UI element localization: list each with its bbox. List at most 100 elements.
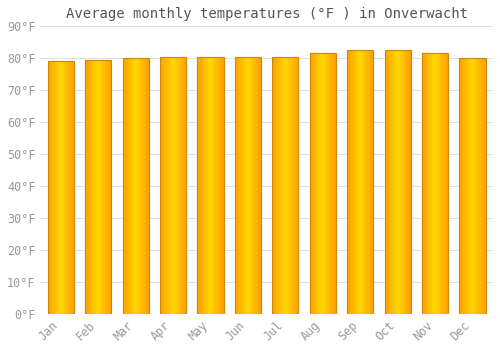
Bar — [70, 62, 72, 314]
Bar — [132, 58, 133, 314]
Bar — [105, 60, 106, 314]
Bar — [359, 50, 360, 314]
Bar — [310, 54, 336, 314]
Bar — [212, 57, 213, 314]
Bar — [480, 58, 481, 314]
Bar — [60, 62, 61, 314]
Bar — [295, 57, 296, 314]
Bar — [53, 62, 54, 314]
Bar — [321, 54, 322, 314]
Bar — [393, 50, 394, 314]
Bar — [481, 58, 482, 314]
Bar — [180, 57, 181, 314]
Bar — [181, 57, 182, 314]
Bar — [206, 57, 208, 314]
Bar — [355, 50, 356, 314]
Bar — [280, 57, 281, 314]
Bar — [469, 58, 470, 314]
Bar — [315, 54, 316, 314]
Bar — [255, 57, 256, 314]
Bar — [352, 50, 353, 314]
Bar — [482, 58, 483, 314]
Bar — [385, 50, 386, 314]
Bar — [292, 57, 293, 314]
Bar — [236, 57, 237, 314]
Bar — [218, 57, 219, 314]
Bar — [272, 57, 273, 314]
Bar — [124, 58, 125, 314]
Bar — [438, 54, 439, 314]
Bar — [437, 54, 438, 314]
Bar — [88, 60, 89, 314]
Bar — [296, 57, 297, 314]
Bar — [137, 58, 138, 314]
Bar — [133, 58, 134, 314]
Bar — [166, 57, 167, 314]
Bar — [184, 57, 185, 314]
Bar — [282, 57, 283, 314]
Bar — [248, 57, 250, 314]
Bar — [395, 50, 396, 314]
Bar — [473, 58, 474, 314]
Bar — [313, 54, 314, 314]
Bar — [394, 50, 395, 314]
Bar — [354, 50, 355, 314]
Bar — [108, 60, 109, 314]
Bar — [323, 54, 324, 314]
Bar — [86, 60, 87, 314]
Title: Average monthly temperatures (°F ) in Onverwacht: Average monthly temperatures (°F ) in On… — [66, 7, 468, 21]
Bar — [350, 50, 351, 314]
Bar — [429, 54, 430, 314]
Bar — [471, 58, 472, 314]
Bar — [222, 57, 223, 314]
Bar — [405, 50, 406, 314]
Bar — [439, 54, 440, 314]
Bar — [399, 50, 400, 314]
Bar — [485, 58, 486, 314]
Bar — [428, 54, 429, 314]
Bar — [200, 57, 202, 314]
Bar — [139, 58, 140, 314]
Bar — [175, 57, 176, 314]
Bar — [244, 57, 246, 314]
Bar — [242, 57, 244, 314]
Bar — [237, 57, 238, 314]
Bar — [144, 58, 145, 314]
Bar — [272, 57, 298, 314]
Bar — [93, 60, 94, 314]
Bar — [275, 57, 276, 314]
Bar — [279, 57, 280, 314]
Bar — [312, 54, 313, 314]
Bar — [246, 57, 248, 314]
Bar — [61, 62, 62, 314]
Bar — [284, 57, 286, 314]
Bar — [447, 54, 448, 314]
Bar — [138, 58, 139, 314]
Bar — [347, 50, 374, 314]
Bar — [368, 50, 370, 314]
Bar — [467, 58, 468, 314]
Bar — [440, 54, 441, 314]
Bar — [358, 50, 359, 314]
Bar — [363, 50, 364, 314]
Bar — [56, 62, 57, 314]
Bar — [85, 60, 112, 314]
Bar — [351, 50, 352, 314]
Bar — [425, 54, 426, 314]
Bar — [51, 62, 52, 314]
Bar — [462, 58, 464, 314]
Bar — [87, 60, 88, 314]
Bar — [443, 54, 444, 314]
Bar — [356, 50, 357, 314]
Bar — [278, 57, 279, 314]
Bar — [48, 62, 74, 314]
Bar — [435, 54, 436, 314]
Bar — [178, 57, 179, 314]
Bar — [442, 54, 443, 314]
Bar — [431, 54, 432, 314]
Bar — [348, 50, 349, 314]
Bar — [401, 50, 402, 314]
Bar — [404, 50, 405, 314]
Bar — [103, 60, 104, 314]
Bar — [127, 58, 128, 314]
